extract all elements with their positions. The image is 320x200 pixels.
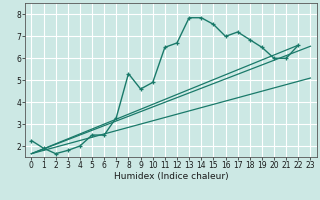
X-axis label: Humidex (Indice chaleur): Humidex (Indice chaleur) [114,172,228,181]
